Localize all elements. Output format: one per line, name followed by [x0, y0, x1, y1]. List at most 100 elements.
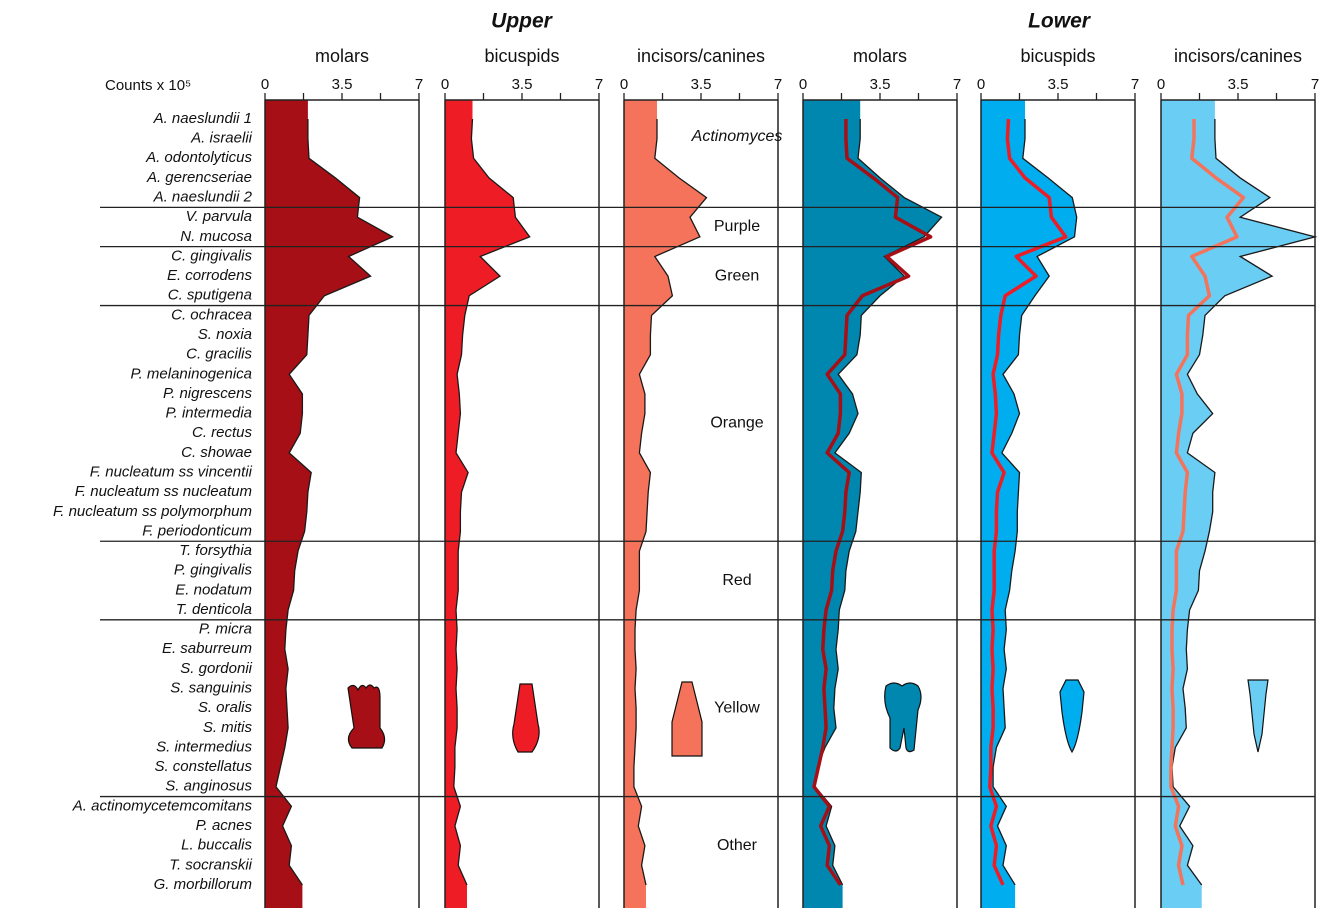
area-extension [803, 100, 861, 119]
row-label: C. gingivalis [171, 247, 252, 264]
row-label: P. gingivalis [174, 562, 253, 579]
row-label: P. acnes [196, 817, 253, 834]
x-tick-label: 7 [415, 76, 423, 93]
row-label: T. forsythia [179, 542, 252, 559]
complex-label: Green [715, 267, 759, 284]
row-label: P. micra [199, 621, 252, 638]
area [981, 119, 1077, 885]
area-extension [265, 100, 308, 119]
row-label: N. mucosa [180, 228, 252, 245]
tooth-icon [347, 684, 386, 749]
row-label: C. rectus [192, 424, 253, 441]
area [803, 119, 942, 885]
row-label: E. corrodens [167, 267, 253, 284]
x-tick-label: 3.5 [691, 76, 712, 93]
row-label: F. nucleatum ss polymorphum [53, 503, 252, 520]
row-label: A. naeslundii 2 [153, 189, 253, 206]
complex-label: Other [717, 837, 758, 854]
panel-title: bicuspids [1020, 46, 1095, 66]
panel-title: incisors/canines [1174, 46, 1302, 66]
row-label: P. intermedia [166, 405, 252, 422]
tooth-icon [1059, 679, 1085, 754]
x-tick-label: 7 [1311, 76, 1319, 93]
row-label: A. odontolyticus [145, 149, 252, 166]
x-tick-label: 0 [620, 76, 628, 93]
row-label: S. constellatus [154, 758, 252, 775]
complex-label: Orange [710, 415, 763, 432]
area [265, 119, 393, 885]
plot: 0 3.5 7 molars 0 3.5 7 bicuspids 0 3.5 7 incisors/c… [53, 10, 1319, 908]
row-label: S. anginosus [165, 778, 252, 795]
x-tick-label: 3.5 [870, 76, 891, 93]
x-tick-label: 3.5 [512, 76, 533, 93]
group-title: Lower [1028, 10, 1092, 33]
panel-title: molars [315, 46, 369, 66]
area-extension [1161, 884, 1202, 908]
tooth-icons [347, 679, 1269, 757]
complex-label: Actinomyces [691, 128, 783, 145]
panel-title: bicuspids [484, 46, 559, 66]
area-extension [803, 884, 843, 908]
tooth-icon [671, 681, 703, 757]
area [445, 119, 530, 885]
row-label: E. nodatum [175, 581, 252, 598]
x-axis-label: Counts x 10⁵ [105, 77, 191, 94]
row-label: L. buccalis [181, 837, 252, 854]
x-tick-label: 7 [595, 76, 603, 93]
row-label: S. intermedius [156, 738, 252, 755]
area [624, 119, 707, 885]
area-extension [981, 100, 1025, 119]
area-extension [445, 884, 467, 908]
area-extension [981, 884, 1016, 908]
row-label: S. sanguinis [170, 680, 252, 697]
row-label: S. oralis [198, 699, 253, 716]
row-label: F. nucleatum ss nucleatum [75, 483, 252, 500]
x-tick-label: 0 [1157, 76, 1165, 93]
area-extension [445, 100, 473, 119]
row-label: A. actinomycetemcomitans [72, 797, 253, 814]
x-tick-label: 0 [799, 76, 807, 93]
row-label: F. periodonticum [142, 522, 252, 539]
row-label: S. gordonii [180, 660, 252, 677]
row-label: A. gerencseriae [146, 169, 252, 186]
row-label: A. naeslundii 1 [153, 110, 252, 127]
area-extension [1161, 100, 1215, 119]
row-label: C. ochracea [171, 306, 252, 323]
tooth-icon [1247, 679, 1269, 753]
x-tick-label: 7 [1131, 76, 1139, 93]
row-label: S. mitis [203, 719, 253, 736]
row-label: P. melaninogenica [131, 365, 252, 382]
x-tick-label: 7 [953, 76, 961, 93]
row-label: E. saburreum [162, 640, 252, 657]
complex-label: Red [722, 572, 751, 589]
area-extension [624, 100, 657, 119]
row-label: F. nucleatum ss vincentii [90, 463, 253, 480]
x-tick-label: 3.5 [332, 76, 353, 93]
panel-title: incisors/canines [637, 46, 765, 66]
group-title: Upper [491, 10, 554, 33]
x-tick-label: 0 [441, 76, 449, 93]
row-label: A. israelii [190, 130, 253, 147]
row-label: T. socranskii [169, 856, 252, 873]
x-tick-label: 3.5 [1228, 76, 1249, 93]
panel-title: molars [853, 46, 907, 66]
tooth-icon [512, 683, 540, 753]
area-extension [265, 884, 303, 908]
tooth-icon [884, 682, 922, 753]
x-tick-label: 7 [774, 76, 782, 93]
area-extension [624, 884, 646, 908]
row-label: G. morbillorum [154, 876, 252, 893]
row-label: C. showae [181, 444, 252, 461]
complex-label: Yellow [714, 699, 760, 716]
x-tick-label: 0 [261, 76, 269, 93]
x-tick-label: 3.5 [1048, 76, 1069, 93]
row-label: P. nigrescens [163, 385, 252, 402]
row-label: C. sputigena [168, 287, 252, 304]
row-label: T. denticola [176, 601, 252, 618]
row-label: V. parvula [186, 208, 252, 225]
row-label: C. gracilis [186, 346, 252, 363]
complex-label: Purple [714, 218, 760, 235]
row-label: S. noxia [198, 326, 252, 343]
area [1161, 119, 1315, 885]
